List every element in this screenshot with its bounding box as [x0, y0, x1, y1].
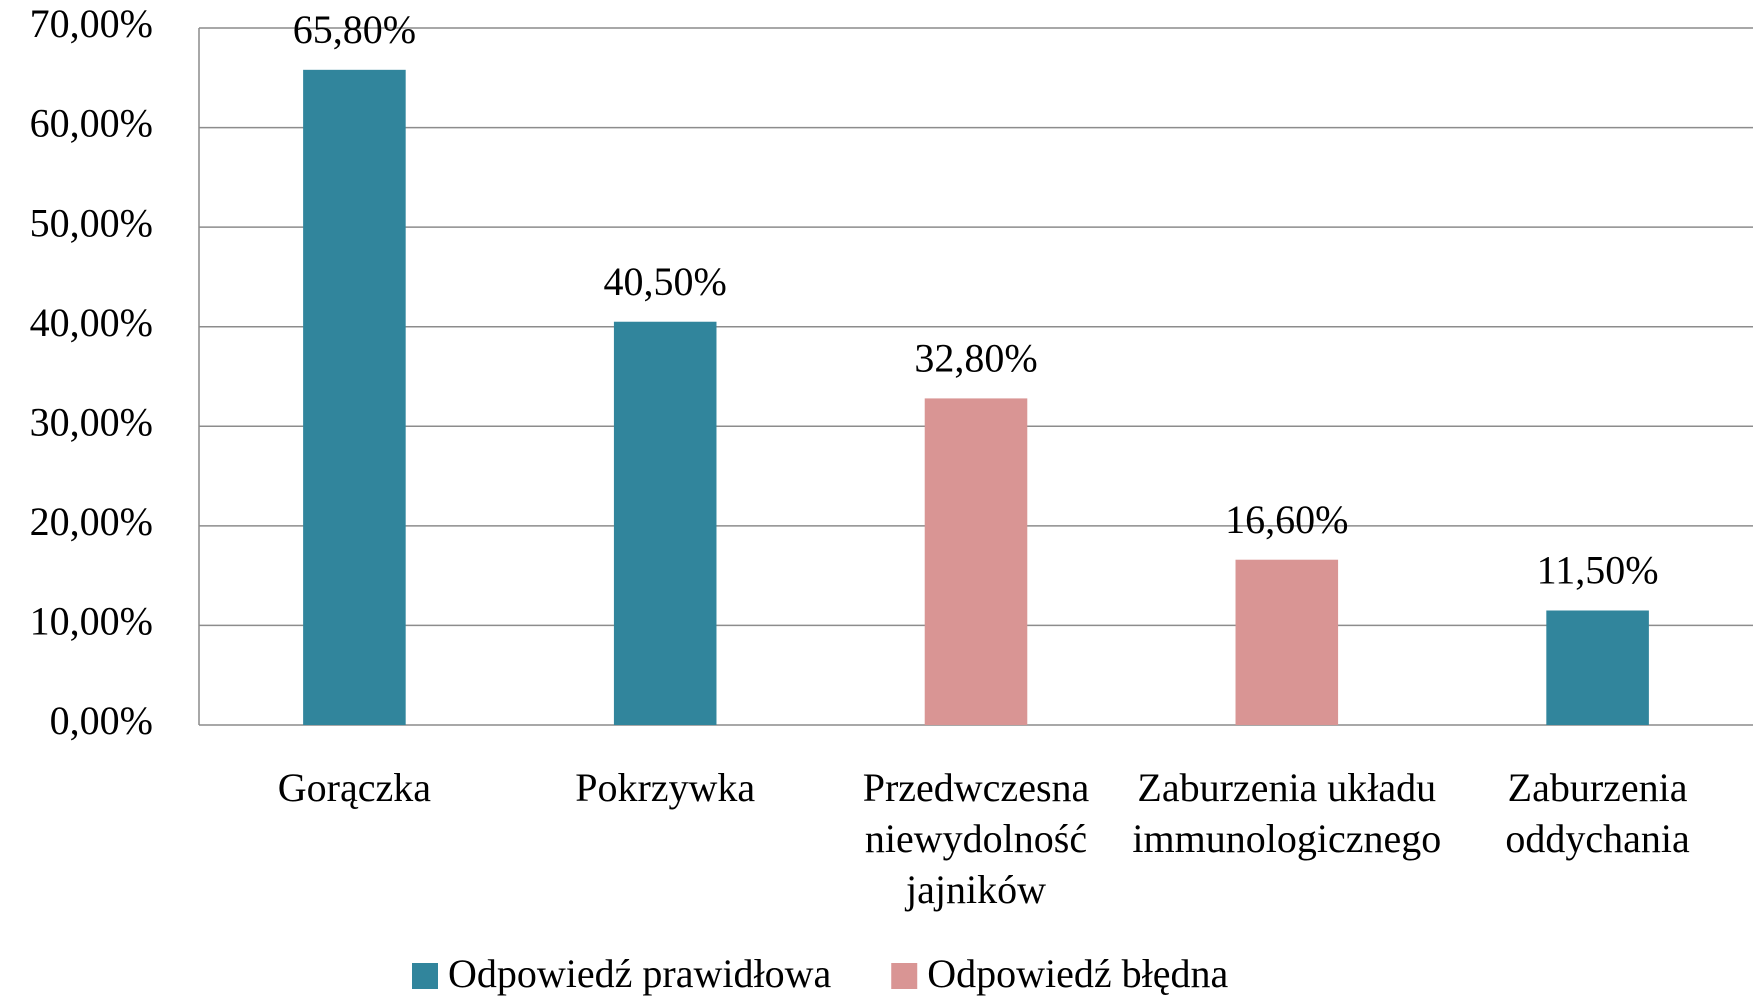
x-tick-label: Przedwczesna niewydolność jajników — [863, 765, 1090, 912]
y-tick-label: 50,00% — [30, 200, 153, 245]
y-tick-label: 70,00% — [30, 1, 153, 46]
x-tick-label: Gorączka — [278, 765, 431, 810]
y-tick-label: 0,00% — [50, 698, 153, 743]
x-tick-label: Zaburzenia układu immunologicznego — [1132, 765, 1441, 861]
data-label: 11,50% — [1537, 548, 1659, 593]
y-tick-label: 30,00% — [30, 399, 153, 444]
y-tick-label: 60,00% — [30, 101, 153, 146]
data-label: 16,60% — [1225, 497, 1348, 542]
y-tick-label: 40,00% — [30, 300, 153, 345]
y-tick-label: 20,00% — [30, 499, 153, 544]
bar — [303, 69, 406, 725]
bar — [613, 321, 717, 725]
bar — [924, 398, 1028, 725]
bar — [1235, 559, 1339, 725]
legend-swatch — [412, 963, 438, 989]
legend-label: Odpowiedź prawidłowa — [448, 951, 831, 996]
x-tick-label: Pokrzywka — [575, 765, 755, 810]
bar — [1546, 610, 1649, 725]
legend-label: Odpowiedź błędna — [927, 951, 1228, 996]
data-label: 32,80% — [914, 336, 1037, 381]
legend-swatch — [891, 963, 918, 989]
x-tick-label: Zaburzenia oddychania — [1505, 765, 1690, 861]
data-label: 40,50% — [604, 259, 727, 304]
y-tick-label: 10,00% — [30, 599, 153, 644]
data-label: 65,80% — [293, 7, 416, 52]
